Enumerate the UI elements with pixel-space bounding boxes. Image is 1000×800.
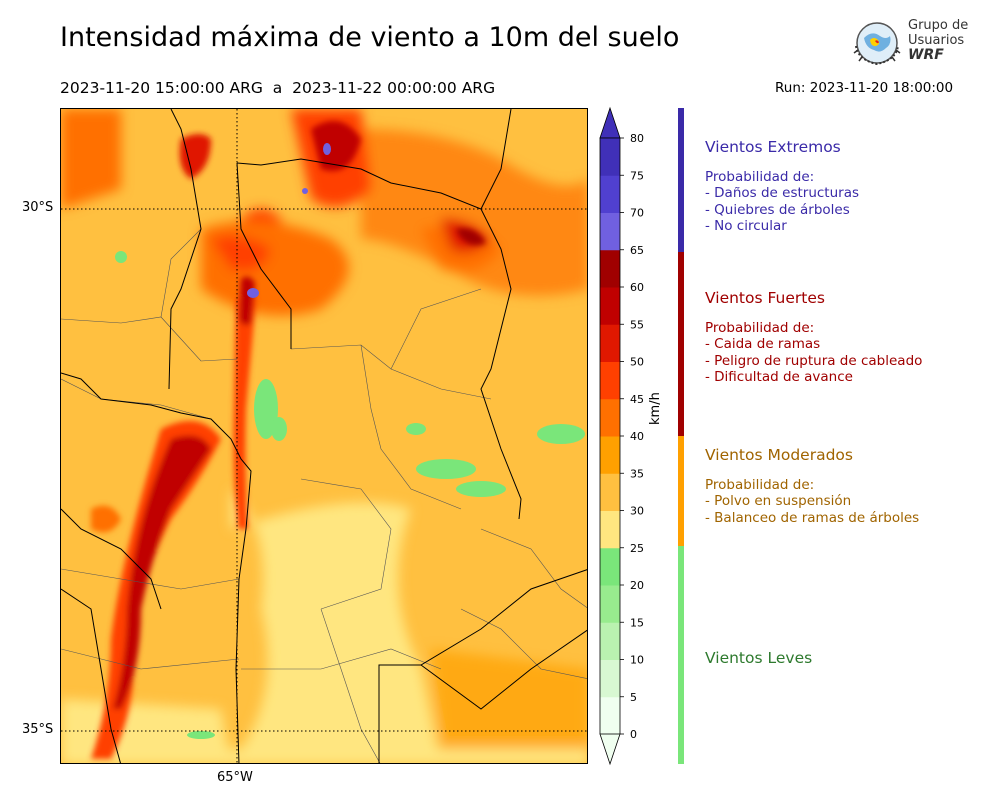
wind-map (60, 108, 588, 764)
wind-field (61, 109, 587, 763)
colorbar-tick-label: 45 (630, 393, 644, 406)
wrf-users-logo: Grupo de Usuarios WRF (848, 16, 973, 76)
colorbar-tick-label: 10 (630, 654, 644, 667)
period-start: 2023-11-20 15:00:00 ARG (60, 79, 263, 97)
colorbar-tick-label: 5 (630, 691, 637, 704)
colorbar-tick-label: 35 (630, 467, 644, 480)
period-range: 2023-11-20 15:00:00 ARG a 2023-11-22 00:… (60, 79, 495, 97)
low-wind-patches (115, 251, 585, 739)
globe-logo-icon (853, 22, 901, 66)
colorbar-tick-label: 15 (630, 616, 644, 629)
category-moderate: Vientos Moderados Probabilidad de: - Polv… (705, 446, 919, 526)
colorbar-swatch (600, 547, 620, 586)
colorbar-tick-label: 80 (630, 132, 644, 145)
run-label: Run: 2023-11-20 18:00:00 (775, 80, 954, 96)
category-moderate-title: Vientos Moderados (705, 446, 853, 464)
colorbar-extend-max (599, 106, 621, 139)
colorbar-swatch (600, 361, 620, 400)
category-light: Vientos Leves (705, 649, 812, 667)
lat-label-30s: 30°S (22, 200, 54, 215)
colorbar-swatch (600, 659, 620, 698)
colorbar-swatch (600, 436, 620, 474)
strip-strong (678, 252, 684, 436)
colorbar-tick-label: 0 (630, 728, 637, 741)
colorbar-swatch (600, 622, 620, 660)
colorbar-tick-label: 50 (630, 356, 644, 369)
category-moderate-desc: Probabilidad de: - Polvo en suspensión - B… (705, 477, 920, 526)
strip-extreme (678, 108, 684, 252)
colorbar-swatch (600, 585, 620, 623)
colorbar-tick-label: 70 (630, 207, 644, 220)
colorbar-tick-label: 60 (630, 281, 644, 294)
colorbar-tick-label: 55 (630, 318, 644, 331)
colorbar-swatch (600, 138, 620, 176)
category-extreme-title: Vientos Extremos (705, 138, 841, 156)
category-strong: Vientos Fuertes Probabilidad de: - Caida … (705, 289, 922, 386)
colorbar-tick-label: 65 (630, 244, 644, 257)
colorbar-ticks: 0 5 10 15 20 25 30 35 40 45 50 55 60 65 70 75 80 (620, 132, 644, 741)
category-strong-desc: Probabilidad de: - Caida de ramas - Peligr… (705, 320, 923, 386)
colorbar-swatch (600, 510, 620, 549)
colorbar-swatch (600, 324, 620, 362)
colorbar-swatch (600, 287, 620, 325)
colorbar-swatch (600, 212, 620, 251)
colorbar-extend-min (599, 733, 621, 766)
category-strong-title: Vientos Fuertes (705, 289, 825, 307)
category-extreme-desc: Probabilidad de: - Daños de estructuras - … (705, 169, 860, 235)
colorbar-swatch (600, 398, 620, 437)
colorbar-tick-label: 75 (630, 169, 644, 182)
colorbar-swatches (599, 106, 621, 766)
colorbar-swatch (600, 696, 620, 735)
page-title: Intensidad máxima de viento a 10m del su… (60, 22, 680, 53)
strip-light (678, 546, 684, 764)
strip-moderate (678, 436, 684, 546)
colorbar-swatch (600, 473, 620, 511)
period-end: 2023-11-22 00:00:00 ARG (292, 79, 496, 97)
colorbar: 0 5 10 15 20 25 30 35 40 45 50 55 60 65 70 75 80 (599, 106, 644, 766)
colorbar-tick-label: 20 (630, 579, 644, 592)
lat-label-35s: 35°S (22, 722, 54, 737)
colorbar-unit-label: km/h (648, 392, 663, 425)
colorbar-tick-label: 40 (630, 430, 644, 443)
category-color-strip (678, 108, 684, 764)
colorbar-swatch (600, 249, 620, 288)
category-extreme: Vientos Extremos Probabilidad de: - Daños… (705, 138, 859, 235)
period-separator: a (272, 79, 283, 97)
colorbar-tick-label: 25 (630, 542, 644, 555)
lat-lon-gridlines (61, 109, 587, 763)
category-light-title: Vientos Leves (705, 649, 813, 667)
lon-label-65w: 65°W (217, 770, 253, 785)
colorbar-tick-label: 30 (630, 505, 644, 518)
colorbar-swatch (600, 175, 620, 213)
province-boundaries (61, 109, 587, 763)
extreme-wind-spots (247, 143, 331, 298)
logo-text: Grupo de Usuarios WRF (908, 18, 969, 63)
